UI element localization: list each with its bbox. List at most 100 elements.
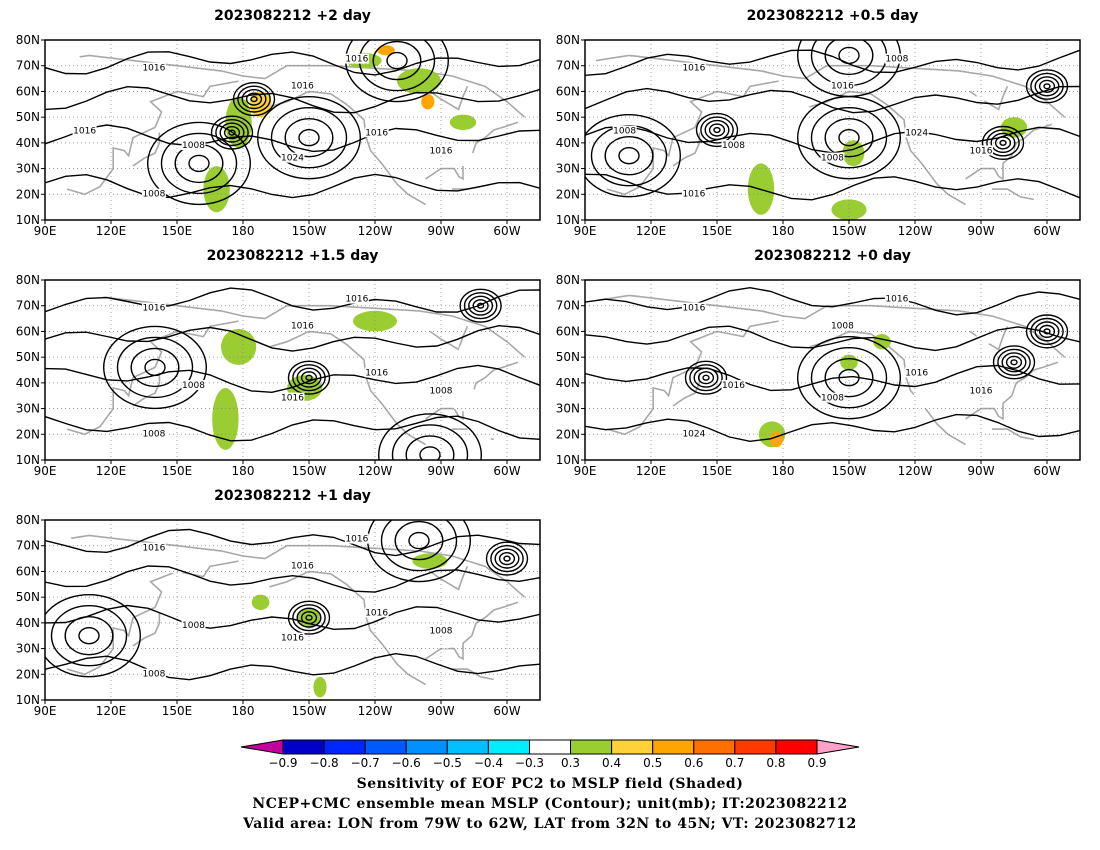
lon-tick-label: 60W <box>493 704 520 718</box>
contour-label: 1008 <box>821 154 844 164</box>
shading-patch <box>377 45 395 56</box>
isobar <box>223 126 241 140</box>
isobar <box>490 544 524 573</box>
lon-tick-label: 150E <box>702 224 733 238</box>
lon-tick-label: 180 <box>232 704 255 718</box>
lon-tick-label: 90W <box>427 224 454 238</box>
lon-tick-label: 120E <box>96 464 127 478</box>
panel-frame <box>584 279 1081 461</box>
contour-label: 1008 <box>142 670 165 680</box>
isobar <box>45 364 540 394</box>
lat-tick-label: 70N <box>16 539 40 553</box>
lat-tick-label: 20N <box>16 667 40 681</box>
isobar <box>585 325 1080 352</box>
isobar <box>45 594 141 678</box>
lat-tick-label: 60N <box>16 84 40 98</box>
isobar <box>45 173 540 199</box>
colorbar-tick-label: −0.4 <box>474 756 503 770</box>
isobar <box>838 128 860 147</box>
lon-tick-label: 60W <box>493 464 520 478</box>
contour-label: 1008 <box>821 394 844 404</box>
isobar <box>472 299 489 313</box>
isobar <box>1010 359 1018 366</box>
colorbar-tick-label: 0.7 <box>725 756 744 770</box>
isobar <box>1038 324 1056 339</box>
contour-label: 1016 <box>345 55 368 65</box>
contour-label: 1016 <box>345 295 368 305</box>
isobar <box>45 415 540 442</box>
shading-patch <box>805 45 849 56</box>
lon-tick-label: 90E <box>574 224 597 238</box>
contour-label: 1008 <box>142 190 165 200</box>
lat-tick-label: 70N <box>16 59 40 73</box>
colorbar-tick-label: 0.4 <box>602 756 621 770</box>
lon-tick-label: 120W <box>358 704 393 718</box>
lat-tick-label: 20N <box>16 427 40 441</box>
isobar <box>708 123 726 137</box>
shading-patch <box>265 285 353 296</box>
map-panel-d15: 2023082212 +1.5 day 1016 1016 1016 1008 1016 1… <box>16 248 541 478</box>
lat-tick-label: 40N <box>556 376 580 390</box>
contour-label: 1016 <box>682 190 705 200</box>
mslp-contours <box>585 286 1080 443</box>
isobar <box>215 119 249 147</box>
panel-title: 2023082212 +0 day <box>754 248 911 264</box>
contour-label: 1016 <box>291 322 314 332</box>
lat-tick-label: 40N <box>16 136 40 150</box>
isobar <box>463 292 498 320</box>
isobar <box>713 126 721 134</box>
shading-patch <box>139 45 237 56</box>
lon-tick-label: 150W <box>292 224 327 238</box>
contour-label: 1016 <box>831 82 854 92</box>
lon-tick-label: 150E <box>162 464 193 478</box>
colorbar-swatch <box>282 739 325 755</box>
shading-patch <box>1051 117 1065 138</box>
lat-tick-label: 10N <box>16 453 40 467</box>
contour-label: 1016 <box>905 368 928 378</box>
lon-tick-label: 120W <box>898 224 933 238</box>
isobar <box>292 604 326 632</box>
colorbar-swatch <box>693 739 736 755</box>
shading-patch <box>212 388 239 450</box>
isobar <box>981 125 1025 160</box>
shading-patch <box>467 413 494 445</box>
isobar <box>250 95 258 103</box>
shading-patch <box>251 594 270 610</box>
shading-patch <box>168 558 186 574</box>
map-panel-d05: 2023082212 +0.5 day 1016 1016 1008 1008 1024 1… <box>556 8 1081 238</box>
contour-label: 1016 <box>142 304 165 314</box>
contour-label: 1008 <box>430 386 453 396</box>
colorbar-tick-label: −0.5 <box>433 756 462 770</box>
lon-tick-label: 120W <box>358 224 393 238</box>
contour-label: 1016 <box>365 608 388 618</box>
isobar <box>394 520 444 561</box>
isobar <box>585 85 1080 114</box>
colorbar-tick-label: 0.9 <box>807 756 826 770</box>
isobar <box>618 146 640 165</box>
isobar <box>585 364 1080 392</box>
lon-tick-label: 90W <box>967 224 994 238</box>
panel-title: 2023082212 +1 day <box>214 488 371 504</box>
isobar <box>485 541 529 576</box>
isobar <box>45 124 540 153</box>
lat-tick-label: 70N <box>556 299 580 313</box>
colorbar-arrow-max <box>816 739 860 755</box>
colorbar-swatch <box>405 739 448 755</box>
isobar <box>1001 352 1027 373</box>
mslp-contours <box>45 40 540 206</box>
isobar <box>45 85 540 114</box>
isobar <box>305 614 313 621</box>
contour-label: 1016 <box>291 562 314 572</box>
lon-tick-label: 60W <box>1033 464 1060 478</box>
lon-tick-label: 90E <box>574 464 597 478</box>
shading-patch <box>447 385 479 412</box>
isobar <box>146 121 251 206</box>
isobar <box>298 128 320 147</box>
lon-tick-label: 90W <box>427 464 454 478</box>
shading-patch <box>912 388 940 409</box>
map-panel-d0: 2023082212 +0 day 1016 1008 1016 1016 1016 102… <box>556 248 1081 478</box>
isobar <box>296 607 322 628</box>
isobar <box>228 129 236 136</box>
map-panel-d2: 2023082212 +2 day 1016 1016 1016 1008 1016 100… <box>16 8 541 238</box>
